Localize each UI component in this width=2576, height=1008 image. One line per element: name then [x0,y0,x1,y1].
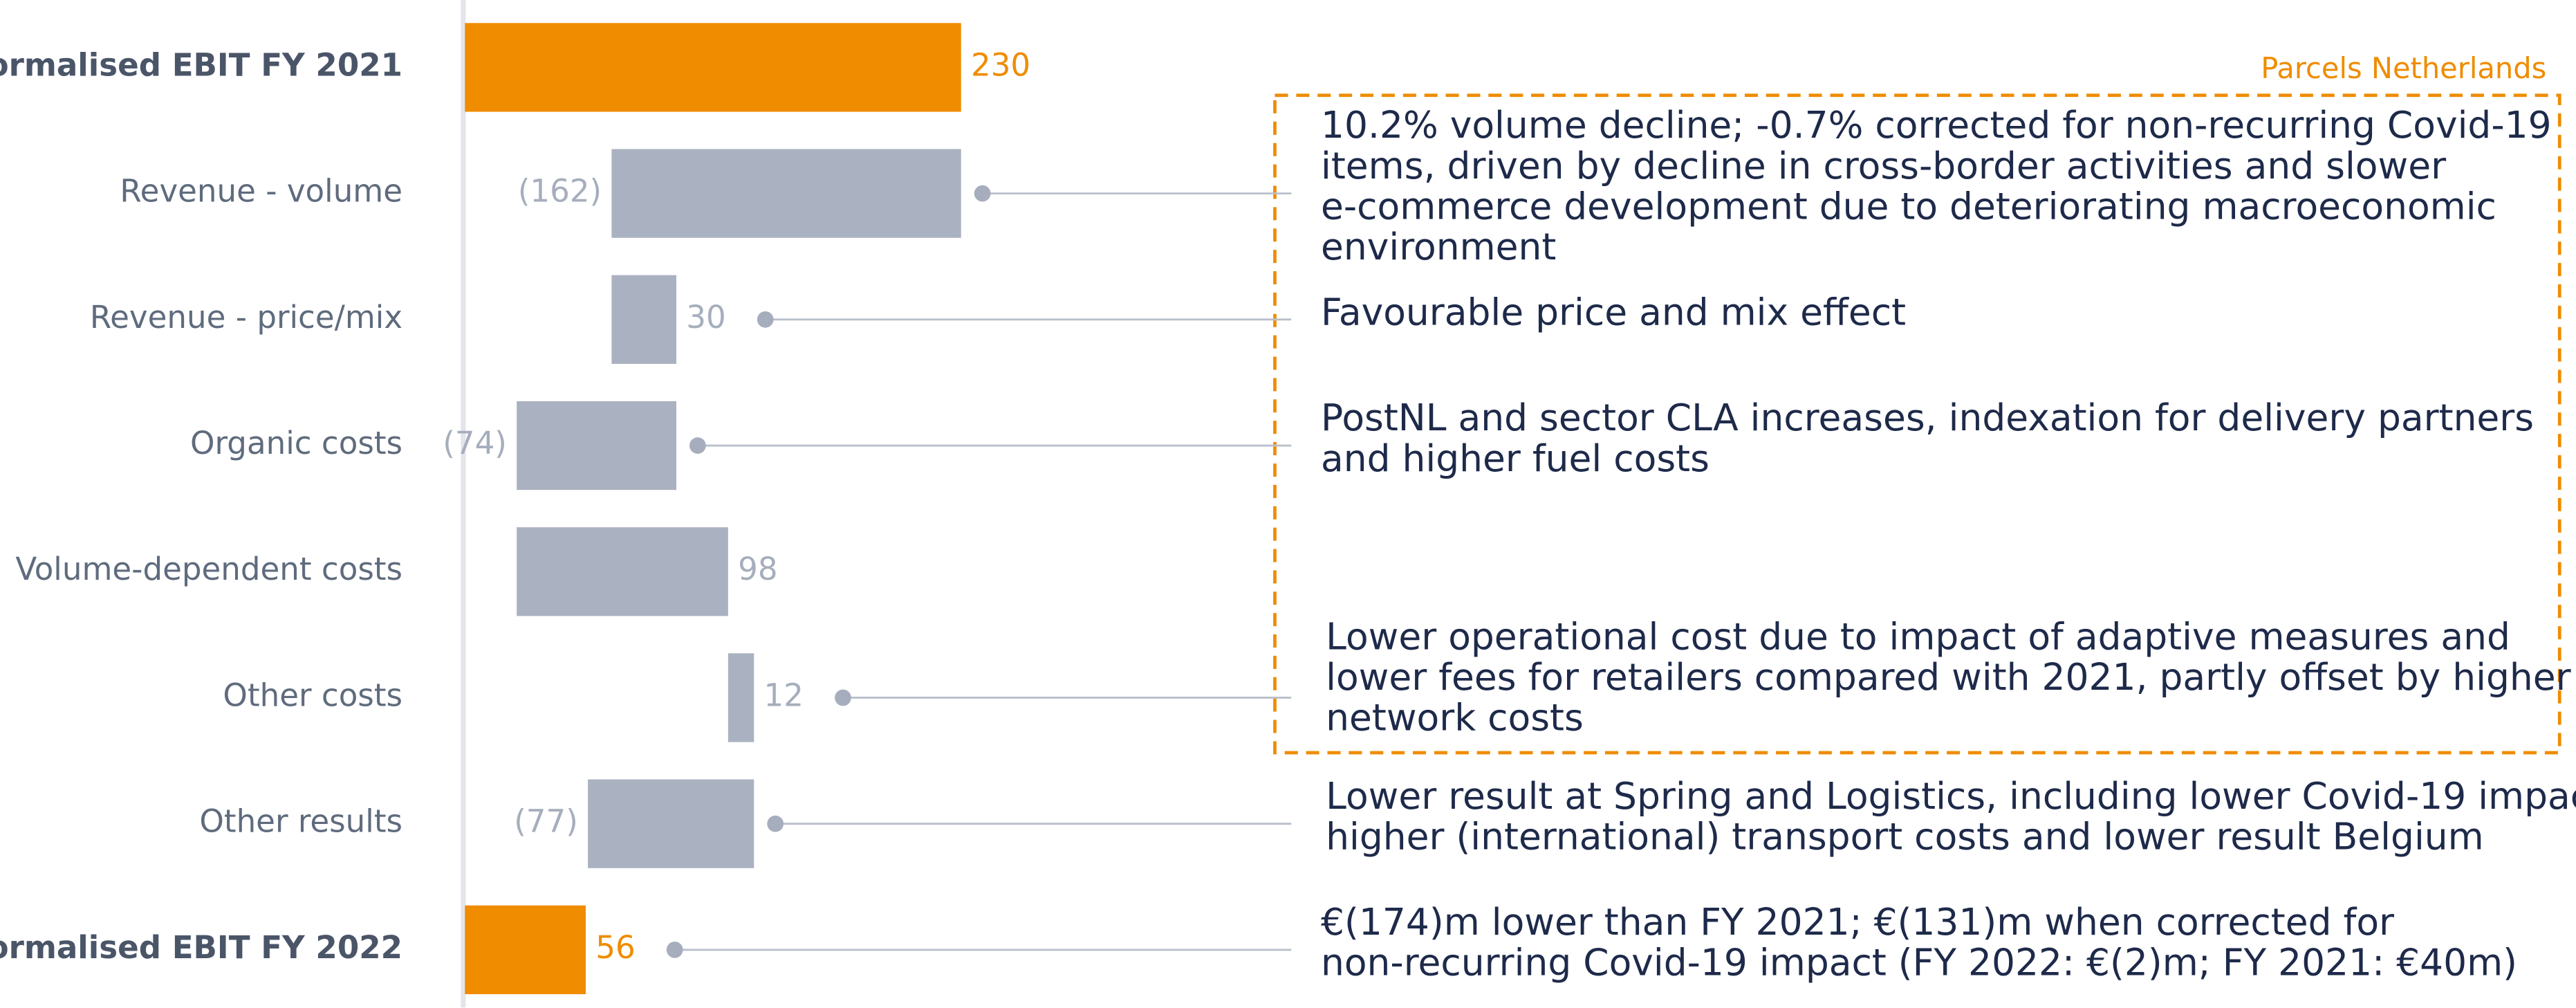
annotation: e-commerce development due to deteriorat… [1321,184,2496,228]
connector-dot [757,311,774,328]
connector-dot [666,942,683,958]
annotation: items, driven by decline in cross-border… [1321,144,2446,187]
value-label: 230 [971,46,1030,83]
category-label: Organic costs [190,425,402,461]
annotation: €(174)m lower than FY 2021; €(131)m when… [1321,900,2394,944]
category-label: Normalised EBIT FY 2022 [0,929,402,966]
value-label: (77) [514,803,578,840]
annotation: lower fees for retailers compared with 2… [1326,655,2570,699]
annotation: Lower operational cost due to impact of … [1326,614,2510,658]
connector-dot [835,689,851,706]
bar [517,527,728,616]
annotation: network costs [1326,696,1584,740]
category-label: Revenue - price/mix [90,299,402,336]
category-label: Volume-dependent costs [15,551,402,587]
bar [728,653,754,742]
category-label: Other results [199,803,402,840]
segment-box [1273,93,2561,755]
annotation: 10.2% volume decline; -0.7% corrected fo… [1321,103,2552,147]
annotation: PostNL and sector CLA increases, indexat… [1321,396,2534,439]
connector-dot [974,185,991,202]
bar [517,401,676,491]
value-label: 12 [764,677,804,713]
annotation: environment [1321,225,1556,268]
annotation: and higher fuel costs [1321,437,1709,480]
bar [465,905,586,995]
box-label: Parcels Netherlands [2261,51,2546,85]
bar [465,23,961,112]
value-label: 98 [738,551,777,587]
connector-dot [767,815,784,832]
value-label: 56 [595,929,635,966]
category-label: Other costs [223,677,402,713]
category-label: Revenue - volume [120,173,402,210]
bar [611,149,961,238]
value-label: (74) [443,425,507,461]
bar [611,275,676,364]
value-label: 30 [686,299,725,336]
annotation: Lower result at Spring and Logistics, in… [1326,774,2576,818]
value-label: (162) [518,173,602,210]
annotation: Favourable price and mix effect [1321,290,1906,333]
bar [588,779,754,868]
connector-dot [689,437,706,454]
annotation: higher (international) transport costs a… [1326,815,2484,859]
annotation: non-recurring Covid-19 impact (FY 2022: … [1321,941,2517,984]
category-label: Normalised EBIT FY 2021 [0,46,402,83]
